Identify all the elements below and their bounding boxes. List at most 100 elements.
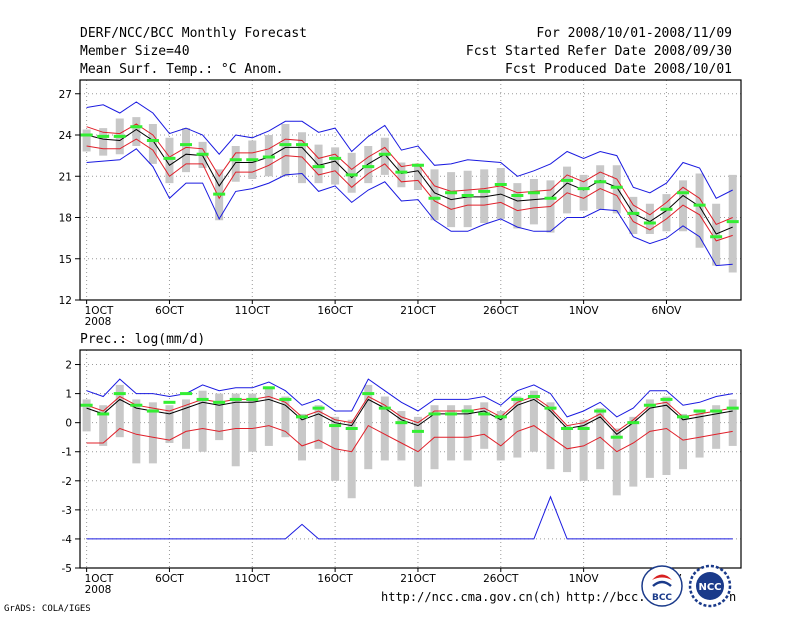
- prec-ytick-label: -5: [62, 563, 72, 575]
- prec-ytick-label: 1: [65, 389, 72, 401]
- prec-range-bar: [728, 399, 737, 446]
- temp-observed-marker: [710, 235, 723, 239]
- temp-observed-marker: [478, 189, 491, 193]
- prec-ensemble-mean-line: [86, 398, 733, 435]
- bcc-logo-text: BCC: [652, 593, 672, 603]
- prec-observed-marker: [163, 400, 176, 404]
- ncc-logo-text: NCC: [698, 582, 721, 593]
- prec-ytick-label: -4: [62, 534, 73, 546]
- prec-xtick-label: 21OCT: [400, 573, 436, 585]
- temp-range-bar: [679, 180, 688, 232]
- temp-observed-marker: [362, 165, 375, 169]
- variable-label: Mean Surf. Temp.: °C Anom.: [80, 62, 284, 77]
- prec-observed-marker: [544, 406, 557, 410]
- temp-range-bar: [413, 163, 422, 190]
- prec-observed-marker: [726, 406, 739, 410]
- forecast-produced-label: Fcst Produced Date 2008/10/01: [505, 62, 732, 77]
- prec-range-bar: [264, 387, 273, 446]
- temp-observed-marker: [345, 173, 358, 177]
- temp-observed-marker: [577, 187, 590, 191]
- temp-range-bar: [563, 166, 572, 214]
- ncc-url[interactable]: http://ncc.cma.gov.cn(ch): [381, 590, 562, 604]
- prec-upper-line: [86, 395, 733, 433]
- prec-observed-marker: [411, 429, 424, 433]
- prec-observed-marker: [561, 426, 574, 430]
- prec-ytick-label: -1: [62, 447, 72, 459]
- temp-observed-marker: [660, 207, 673, 211]
- precip-panel-title: Prec.: log(mm/d): [80, 332, 206, 347]
- temp-observed-marker: [561, 178, 574, 182]
- prec-range-bar: [629, 416, 638, 487]
- prec-range-bar: [165, 405, 174, 444]
- temp-observed-marker: [395, 170, 408, 174]
- temp-ytick-label: 15: [59, 254, 72, 266]
- temp-range-bar: [496, 168, 505, 219]
- bcc-url[interactable]: http://bcc.: [566, 590, 646, 604]
- prec-ensemble-max-line: [86, 378, 733, 418]
- temp-observed-marker: [180, 143, 193, 147]
- prec-observed-marker: [445, 412, 458, 416]
- temp-xtick-label: 1OCT: [85, 305, 114, 317]
- prec-range-bar: [513, 396, 522, 458]
- temp-range-bar: [645, 203, 654, 234]
- prec-range-bar: [447, 405, 456, 461]
- prec-observed-marker: [478, 412, 491, 416]
- prec-range-bar: [182, 399, 191, 449]
- temp-observed-marker: [312, 165, 325, 169]
- prec-range-bar: [612, 428, 621, 496]
- temp-ytick-label: 21: [59, 171, 72, 183]
- prec-observed-marker: [594, 409, 607, 413]
- temp-range-bar: [182, 128, 191, 173]
- prec-observed-marker: [146, 409, 159, 413]
- prec-observed-marker: [295, 415, 308, 419]
- ncc-logo: NCC: [688, 564, 732, 608]
- temp-ytick-label: 18: [59, 213, 72, 225]
- temp-range-bar: [380, 137, 389, 175]
- prec-range-bar: [397, 411, 406, 461]
- temp-range-bar: [331, 147, 340, 185]
- chart-title: DERF/NCC/BCC Monthly Forecast: [80, 26, 307, 41]
- prec-observed-marker: [461, 409, 474, 413]
- prec-observed-marker: [693, 409, 706, 413]
- prec-range-bar: [496, 411, 505, 461]
- prec-range-bar: [99, 405, 108, 446]
- temp-ensemble-max-line: [86, 101, 733, 199]
- temp-range-bar: [579, 174, 588, 211]
- forecast-period-label: For 2008/10/01-2008/11/09: [536, 26, 732, 41]
- temp-xtick-label: 21OCT: [400, 305, 436, 317]
- temp-ensemble-mean-line: [86, 128, 733, 235]
- prec-range-bar: [248, 393, 257, 452]
- prec-range-bar: [215, 393, 224, 441]
- temp-range-bar: [695, 173, 704, 248]
- prec-xtick-year: 2008: [85, 584, 112, 596]
- prec-range-bar: [596, 408, 605, 470]
- prec-range-bar: [132, 399, 141, 464]
- temp-observed-marker: [445, 191, 458, 195]
- prec-observed-marker: [345, 426, 358, 430]
- temp-lower-line: [86, 138, 733, 242]
- bcc-logo: BCC: [641, 565, 683, 607]
- temp-xtick-label: 26OCT: [483, 305, 519, 317]
- prec-range-bar: [115, 384, 124, 438]
- prec-observed-marker: [312, 406, 325, 410]
- prec-observed-marker: [710, 409, 723, 413]
- prec-observed-marker: [329, 424, 342, 428]
- prec-ytick-label: -2: [62, 476, 72, 488]
- temp-range-bar: [165, 137, 174, 184]
- prec-range-bar: [463, 405, 472, 461]
- temp-observed-marker: [130, 125, 143, 129]
- temp-range-bar: [99, 128, 108, 156]
- prec-observed-marker: [246, 397, 259, 401]
- temp-ytick-label: 27: [59, 89, 72, 101]
- prec-xtick-label: 1NOV: [569, 573, 600, 585]
- prec-range-bar: [480, 402, 489, 449]
- prec-xtick-label: 11OCT: [235, 573, 271, 585]
- prec-range-bar: [198, 390, 207, 452]
- prec-observed-marker: [610, 435, 623, 439]
- temp-observed-marker: [229, 158, 242, 162]
- prec-observed-marker: [395, 421, 408, 425]
- prec-observed-marker: [80, 403, 93, 407]
- temp-range-bar: [148, 124, 157, 164]
